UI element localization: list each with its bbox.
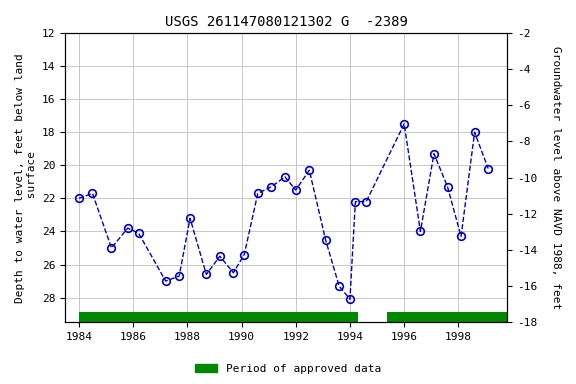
Y-axis label: Depth to water level, feet below land
 surface: Depth to water level, feet below land su… xyxy=(15,53,37,303)
Title: USGS 261147080121302 G  -2389: USGS 261147080121302 G -2389 xyxy=(165,15,408,29)
Y-axis label: Groundwater level above NAVD 1988, feet: Groundwater level above NAVD 1988, feet xyxy=(551,46,561,309)
Legend: Period of approved data: Period of approved data xyxy=(191,359,385,379)
